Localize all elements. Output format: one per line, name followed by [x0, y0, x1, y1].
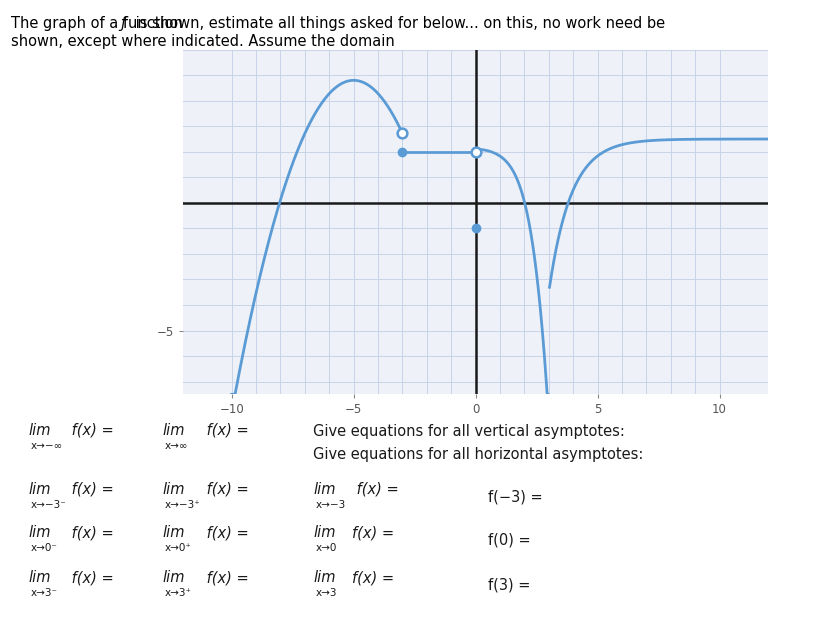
Text: ƒ: ƒ — [120, 16, 125, 30]
Text: lim: lim — [163, 525, 185, 540]
Text: x→∞: x→∞ — [165, 441, 189, 451]
Text: f(x) =: f(x) = — [202, 525, 249, 540]
Text: x→−3⁺: x→−3⁺ — [165, 500, 201, 510]
Text: lim: lim — [163, 482, 185, 497]
Text: x→−∞: x→−∞ — [31, 441, 63, 451]
Text: The graph of a function: The graph of a function — [11, 16, 187, 30]
Text: lim: lim — [28, 570, 51, 585]
Text: f(x) =: f(x) = — [202, 570, 249, 585]
Text: f(x) =: f(x) = — [67, 525, 115, 540]
Text: x→3: x→3 — [315, 588, 337, 598]
Text: f(x) =: f(x) = — [352, 482, 399, 497]
Text: lim: lim — [163, 570, 185, 585]
Text: lim: lim — [313, 525, 336, 540]
Text: lim: lim — [28, 525, 51, 540]
Text: f(x) =: f(x) = — [202, 423, 249, 438]
Text: x→3⁻: x→3⁻ — [31, 588, 58, 598]
Text: f(−3) =: f(−3) = — [488, 489, 542, 504]
Text: lim: lim — [163, 423, 185, 438]
Text: Give equations for all vertical asymptotes:: Give equations for all vertical asymptot… — [313, 424, 625, 439]
Text: f(x) =: f(x) = — [67, 482, 115, 497]
Text: lim: lim — [28, 482, 51, 497]
Text: f(x) =: f(x) = — [202, 482, 249, 497]
Text: x→0⁺: x→0⁺ — [165, 543, 192, 553]
Text: f(x) =: f(x) = — [352, 525, 394, 540]
Text: f(x) =: f(x) = — [67, 423, 115, 438]
Text: x→0⁻: x→0⁻ — [31, 543, 58, 553]
Text: lim: lim — [28, 423, 51, 438]
Text: x→−3: x→−3 — [315, 500, 346, 510]
Text: f(3) =: f(3) = — [488, 578, 530, 592]
Text: shown, except where indicated. Assume the domain: shown, except where indicated. Assume th… — [11, 34, 394, 49]
Text: x→−3⁻: x→−3⁻ — [31, 500, 67, 510]
Text: f(x) =: f(x) = — [352, 570, 394, 585]
Text: is shown, estimate all things asked for below... on this, no work need be: is shown, estimate all things asked for … — [131, 16, 665, 30]
Text: x→0: x→0 — [315, 543, 337, 553]
Text: Give equations for all horizontal asymptotes:: Give equations for all horizontal asympt… — [313, 447, 643, 462]
Text: f(x) =: f(x) = — [67, 570, 115, 585]
Text: x→3⁺: x→3⁺ — [165, 588, 192, 598]
Text: lim: lim — [313, 482, 336, 497]
Text: f(0) =: f(0) = — [488, 533, 530, 548]
Text: lim: lim — [313, 570, 336, 585]
